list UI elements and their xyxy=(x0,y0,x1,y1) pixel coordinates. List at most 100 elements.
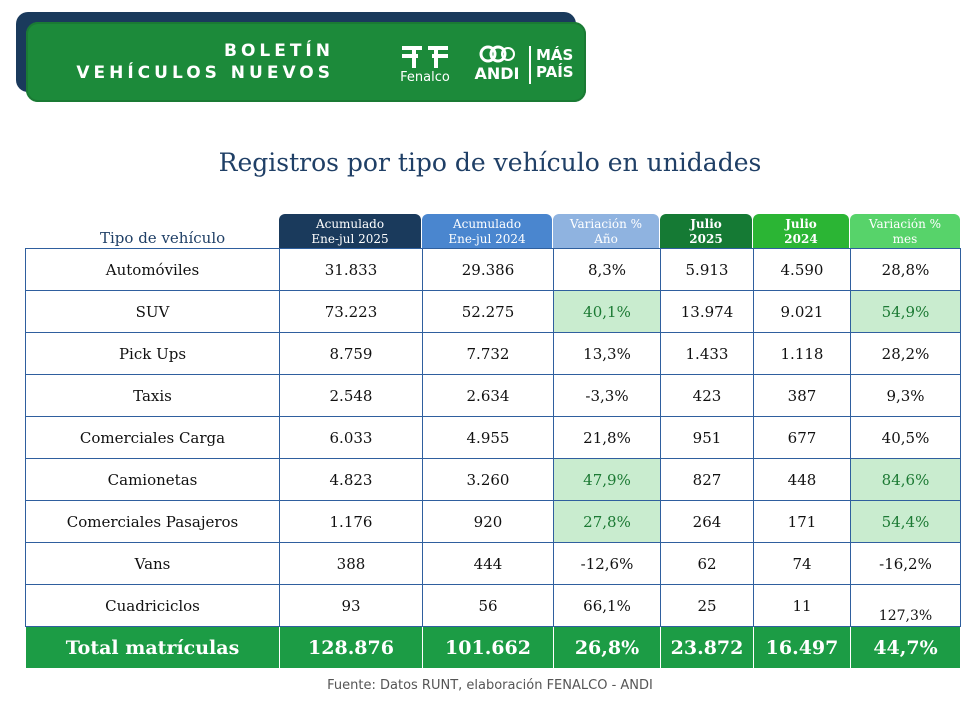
header-line1: Acumulado xyxy=(452,217,522,231)
value-cell: 9.021 xyxy=(753,290,851,333)
value-cell: 388 xyxy=(279,542,423,585)
value-cell: 448 xyxy=(753,458,851,501)
value-cell: 62 xyxy=(660,542,754,585)
total-label-cell: Total matrículas xyxy=(25,626,280,669)
value-cell: 54,4% xyxy=(850,500,961,543)
value-cell: 827 xyxy=(660,458,754,501)
banner-title: BOLETÍN VEHÍCULOS NUEVOS xyxy=(74,40,334,84)
value-cell: 171 xyxy=(753,500,851,543)
value-cell: 423 xyxy=(660,374,754,417)
value-cell: 21,8% xyxy=(553,416,661,459)
header-julio-2025: Julio 2025 xyxy=(660,214,752,248)
value-cell: 3.260 xyxy=(422,458,554,501)
vehicle-type-cell: SUV xyxy=(25,290,280,333)
value-cell: 66,1% xyxy=(553,584,661,627)
vehicle-type-cell: Comerciales Carga xyxy=(25,416,280,459)
value-cell: 40,1% xyxy=(553,290,661,333)
fenalco-logo-text: Fenalco xyxy=(400,70,450,85)
value-cell: -3,3% xyxy=(553,374,661,417)
andi-logo-text: ANDI xyxy=(474,64,520,83)
banner-title-line2: VEHÍCULOS NUEVOS xyxy=(76,63,334,83)
value-cell: 93 xyxy=(279,584,423,627)
total-value-cell: 44,7% xyxy=(850,626,961,669)
value-cell: 52.275 xyxy=(422,290,554,333)
value-cell: 47,9% xyxy=(553,458,661,501)
value-cell: 2.548 xyxy=(279,374,423,417)
value-cell: 1.433 xyxy=(660,332,754,375)
value-cell: 13.974 xyxy=(660,290,754,333)
header-banner xyxy=(26,22,586,102)
value-cell: -16,2% xyxy=(850,542,961,585)
total-value-cell: 128.876 xyxy=(279,626,423,669)
value-cell: 74 xyxy=(753,542,851,585)
value-cell: 6.033 xyxy=(279,416,423,459)
table-row: Automóviles 31.833 29.386 8,3% 5.913 4.590 28,… xyxy=(25,248,961,291)
row-header-label: Tipo de vehículo xyxy=(100,229,226,247)
banner-title-line1: BOLETÍN xyxy=(223,41,334,61)
header-line1: Variación % xyxy=(569,217,643,231)
value-cell: 84,6% xyxy=(850,458,961,501)
source-note: Fuente: Datos RUNT, elaboración FENALCO … xyxy=(327,678,653,693)
vehicle-type-cell: Vans xyxy=(25,542,280,585)
value-cell: 56 xyxy=(422,584,554,627)
header-variacion-mes: Variación % mes xyxy=(850,214,960,248)
value-cell: 1.176 xyxy=(279,500,423,543)
andi-logo: ANDI xyxy=(468,44,526,88)
vehicle-type-cell: Automóviles xyxy=(25,248,280,291)
value-cell: 4.590 xyxy=(753,248,851,291)
value-cell: 951 xyxy=(660,416,754,459)
header-acumulado-2025: Acumulado Ene-jul 2025 xyxy=(279,214,421,248)
table-row: Taxis 2.548 2.634 -3,3% 423 387 9,3% xyxy=(25,374,961,417)
andi-mark-icon xyxy=(479,45,515,63)
value-cell: 73.223 xyxy=(279,290,423,333)
value-cell: 4.823 xyxy=(279,458,423,501)
total-value-cell: 23.872 xyxy=(660,626,754,669)
value-cell: 29.386 xyxy=(422,248,554,291)
value-cell: 8,3% xyxy=(553,248,661,291)
maspais-line2: PAÍS xyxy=(536,63,574,81)
value-cell: 677 xyxy=(753,416,851,459)
value-cell: 27,8% xyxy=(553,500,661,543)
vehicle-type-cell: Cuadriciclos xyxy=(25,584,280,627)
table-row: Cuadriciclos 93 56 66,1% 25 11 127,3% xyxy=(25,584,961,627)
maspais-line1: MÁS xyxy=(536,46,574,64)
value-cell: 25 xyxy=(660,584,754,627)
table-row: Pick Ups 8.759 7.732 13,3% 1.433 1.118 28,2% xyxy=(25,332,961,375)
header-line1: Acumulado xyxy=(315,217,385,231)
header-line2: 2025 xyxy=(689,232,723,246)
page-title: Registros por tipo de vehículo en unidad… xyxy=(218,148,762,177)
fenalco-mark-icon xyxy=(402,46,448,68)
value-cell: 1.118 xyxy=(753,332,851,375)
header-line2: Ene-jul 2024 xyxy=(448,232,526,246)
header-line1: Variación % xyxy=(868,217,942,231)
header-line2: Año xyxy=(594,232,618,246)
header-line2: mes xyxy=(892,232,918,246)
value-cell: 920 xyxy=(422,500,554,543)
value-cell: 13,3% xyxy=(553,332,661,375)
value-cell: 444 xyxy=(422,542,554,585)
value-cell: 11 xyxy=(753,584,851,627)
header-line1: Julio xyxy=(785,217,817,231)
vehicle-type-cell: Taxis xyxy=(25,374,280,417)
vehicle-type-cell: Camionetas xyxy=(25,458,280,501)
value-cell: 9,3% xyxy=(850,374,961,417)
header-line2: 2024 xyxy=(784,232,818,246)
total-value-cell: 26,8% xyxy=(553,626,661,669)
header-line1: Julio xyxy=(690,217,722,231)
header-julio-2024: Julio 2024 xyxy=(753,214,849,248)
vehicle-type-cell: Pick Ups xyxy=(25,332,280,375)
table-row: Camionetas 4.823 3.260 47,9% 827 448 84,6% xyxy=(25,458,961,501)
header-acumulado-2024: Acumulado Ene-jul 2024 xyxy=(422,214,552,248)
registros-table: Automóviles 31.833 29.386 8,3% 5.913 4.590 28,… xyxy=(25,248,961,669)
value-cell: 4.955 xyxy=(422,416,554,459)
vehicle-type-cell: Comerciales Pasajeros xyxy=(25,500,280,543)
value-cell: 7.732 xyxy=(422,332,554,375)
value-cell: 8.759 xyxy=(279,332,423,375)
table-row: Comerciales Pasajeros 1.176 920 27,8% 264 171… xyxy=(25,500,961,543)
total-value-cell: 101.662 xyxy=(422,626,554,669)
table-row: Comerciales Carga 6.033 4.955 21,8% 951 677 40… xyxy=(25,416,961,459)
value-cell: -12,6% xyxy=(553,542,661,585)
value-cell: 31.833 xyxy=(279,248,423,291)
header-line2: Ene-jul 2025 xyxy=(311,232,389,246)
total-row: Total matrículas 128.876 101.662 26,8% 23.87… xyxy=(25,626,961,669)
